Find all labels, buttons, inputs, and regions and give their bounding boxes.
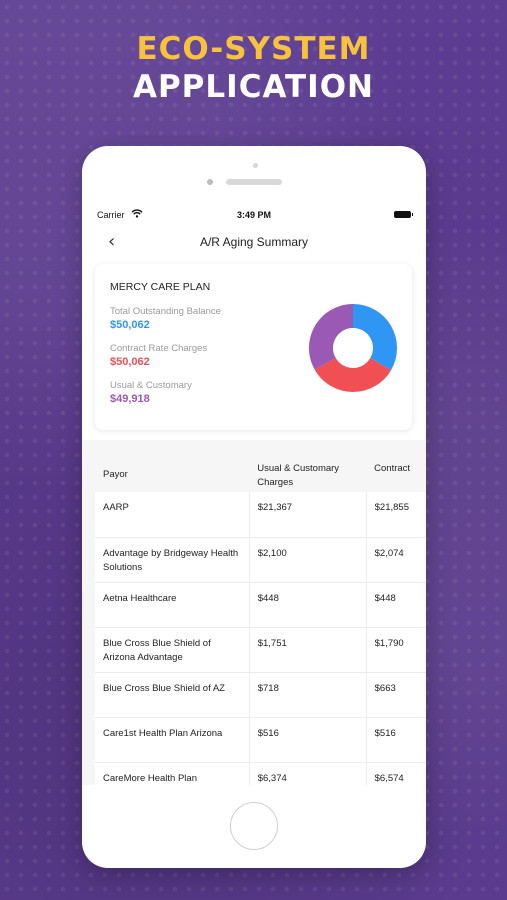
battery-icon xyxy=(394,211,413,218)
payor-cell: Aetna Healthcare xyxy=(95,582,250,628)
donut-slice-0 xyxy=(353,304,397,371)
chevron-left-icon[interactable]: ‹ xyxy=(108,231,116,252)
metric-value: $50,062 xyxy=(110,356,150,368)
contract-cell: $6,574 xyxy=(365,762,426,785)
donut-slice-2 xyxy=(309,304,353,370)
metric-value: $49,918 xyxy=(110,393,150,405)
contract-cell: $663 xyxy=(365,672,426,718)
earpiece-speaker xyxy=(226,179,282,185)
contract-cell: $2,074 xyxy=(365,537,426,583)
donut-slice-1 xyxy=(314,357,392,392)
usual-customary-cell: $1,751 xyxy=(248,627,367,673)
usual-customary-cell: $6,374 xyxy=(248,762,367,785)
summary-card: MERCY CARE PLAN Total Outstanding Balanc… xyxy=(95,264,412,430)
payor-cell: Care1st Health Plan Arizona xyxy=(95,717,250,763)
table-header-row: Payor Usual & Customary Charges Contract xyxy=(95,440,426,492)
front-camera xyxy=(207,179,213,185)
metric-contract-rate: Contract Rate Charges $50,062 xyxy=(110,343,207,369)
metric-label: Total Outstanding Balance xyxy=(110,306,221,317)
promo-headline: ECO-SYSTEM APPLICATION xyxy=(0,30,507,106)
contract-cell: $21,855 xyxy=(365,492,426,538)
usual-customary-cell: $2,100 xyxy=(248,537,367,583)
payor-cell: AARP xyxy=(95,492,250,538)
table-row[interactable]: Aetna Healthcare $448 $448 xyxy=(95,582,426,628)
contract-cell: $448 xyxy=(365,582,426,628)
payor-cell: Blue Cross Blue Shield of Arizona Advant… xyxy=(95,627,250,673)
usual-customary-cell: $21,367 xyxy=(248,492,367,538)
table-row[interactable]: AARP $21,367 $21,855 xyxy=(95,492,426,538)
sensor-dot xyxy=(253,163,258,168)
payor-cell: CareMore Health Plan xyxy=(95,762,250,785)
donut-chart xyxy=(309,304,397,392)
metric-total-outstanding: Total Outstanding Balance $50,062 xyxy=(110,306,221,332)
headline-line-1: ECO-SYSTEM xyxy=(136,31,371,67)
contract-cell: $516 xyxy=(365,717,426,763)
nav-bar: ‹ A/R Aging Summary xyxy=(82,232,426,254)
metric-usual-customary: Usual & Customary $49,918 xyxy=(110,380,192,406)
column-header-contract: Contract xyxy=(366,440,426,492)
contract-cell: $1,790 xyxy=(365,627,426,673)
column-header-usual-customary: Usual & Customary Charges xyxy=(249,440,367,492)
headline-line-2: APPLICATION xyxy=(132,69,375,105)
status-bar: Carrier 3:49 PM xyxy=(82,208,426,222)
table-row[interactable]: Advantage by Bridgeway Health Solutions … xyxy=(95,537,426,583)
payor-cell: Blue Cross Blue Shield of AZ xyxy=(95,672,250,718)
home-button[interactable] xyxy=(230,802,278,850)
phone-frame: Carrier 3:49 PM ‹ A/R Aging Summary MERC… xyxy=(82,146,426,868)
metric-label: Contract Rate Charges xyxy=(110,343,208,354)
payor-table: Payor Usual & Customary Charges Contract… xyxy=(95,440,426,785)
wifi-icon xyxy=(131,209,143,220)
usual-customary-cell: $718 xyxy=(248,672,367,718)
status-time: 3:49 PM xyxy=(236,210,271,220)
table-row[interactable]: Blue Cross Blue Shield of Arizona Advant… xyxy=(95,627,426,673)
table-row[interactable]: Care1st Health Plan Arizona $516 $516 xyxy=(95,717,426,763)
table-row[interactable]: Blue Cross Blue Shield of AZ $718 $663 xyxy=(95,672,426,718)
page-title: A/R Aging Summary xyxy=(199,235,309,249)
usual-customary-cell: $516 xyxy=(248,717,367,763)
usual-customary-cell: $448 xyxy=(248,582,367,628)
payor-cell: Advantage by Bridgeway Health Solutions xyxy=(95,537,250,583)
column-header-payor: Payor xyxy=(95,440,250,492)
table-row[interactable]: CareMore Health Plan $6,374 $6,574 xyxy=(95,762,426,785)
carrier-label: Carrier xyxy=(97,210,125,220)
plan-name: MERCY CARE PLAN xyxy=(110,281,211,293)
metric-label: Usual & Customary xyxy=(110,380,192,391)
metric-value: $50,062 xyxy=(110,319,150,331)
payor-table-container[interactable]: Payor Usual & Customary Charges Contract… xyxy=(82,440,426,785)
